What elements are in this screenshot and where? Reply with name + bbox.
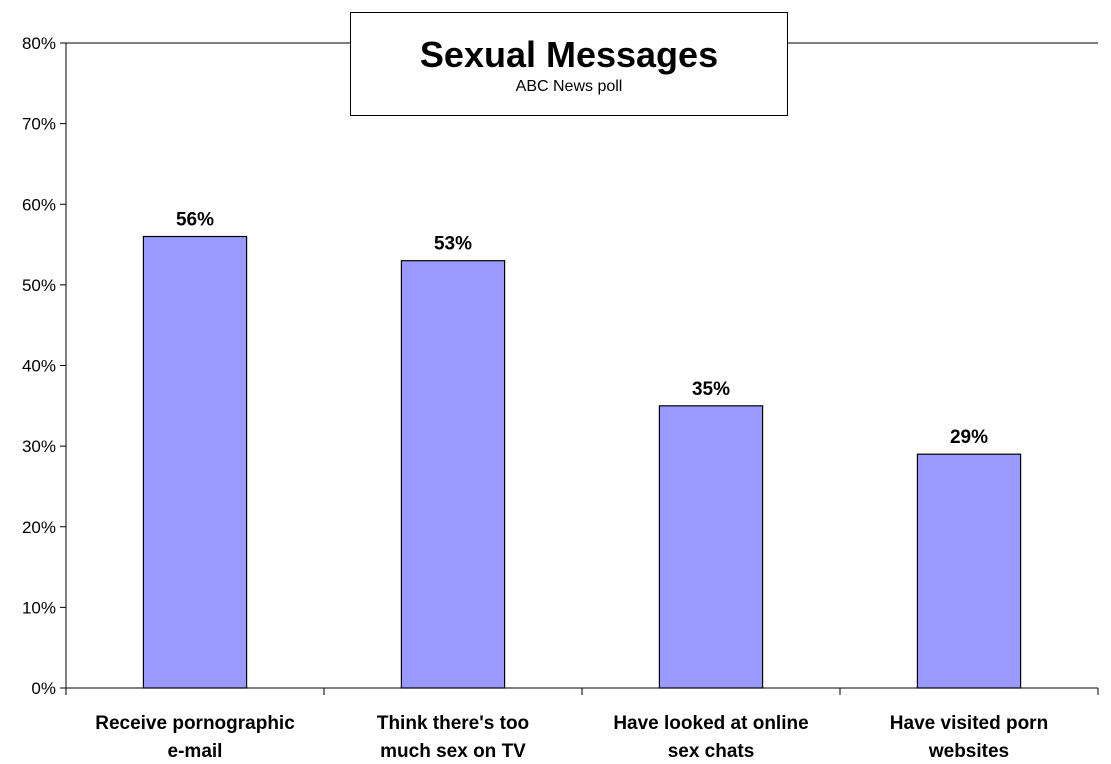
y-axis: 0% 10% 20% 30% 40% 50% 60% 70% 80% [22, 34, 1098, 698]
y-tick-label: 0% [31, 679, 56, 698]
chart-title-box: Sexual Messages ABC News poll [350, 12, 788, 116]
x-category-label: websites [928, 741, 1009, 762]
x-category-label: Receive pornographic [95, 713, 295, 734]
data-label: 53% [434, 234, 472, 255]
x-category-label: Have visited porn [890, 713, 1048, 734]
data-labels: 56% 53% 35% 29% [176, 210, 988, 449]
x-category-label: sex chats [668, 741, 755, 762]
chart-title: Sexual Messages [419, 34, 719, 75]
y-tick-label: 40% [22, 357, 56, 376]
data-label: 35% [692, 379, 730, 400]
x-category-label: e-mail [168, 741, 223, 762]
x-category-label: Think there's too [377, 713, 529, 734]
x-category-label: Have looked at online [613, 713, 808, 734]
x-category-label: much sex on TV [380, 741, 526, 762]
y-tick-label: 50% [22, 276, 56, 295]
data-label: 56% [176, 210, 214, 231]
y-tick-label: 10% [22, 598, 56, 617]
bar [142, 235, 248, 689]
bars [142, 235, 1022, 689]
data-label: 29% [950, 427, 988, 448]
x-axis [65, 687, 1099, 695]
bar [658, 405, 764, 689]
chart-subtitle: ABC News poll [515, 78, 623, 95]
category-labels: Receive pornographic e-mail Think there's … [95, 713, 1048, 762]
bar [916, 453, 1022, 689]
y-tick-label: 60% [22, 195, 56, 214]
y-tick-label: 70% [22, 115, 56, 134]
y-tick-label: 80% [22, 34, 56, 53]
bar [400, 260, 506, 689]
y-tick-label: 20% [22, 518, 56, 537]
y-tick-label: 30% [22, 437, 56, 456]
